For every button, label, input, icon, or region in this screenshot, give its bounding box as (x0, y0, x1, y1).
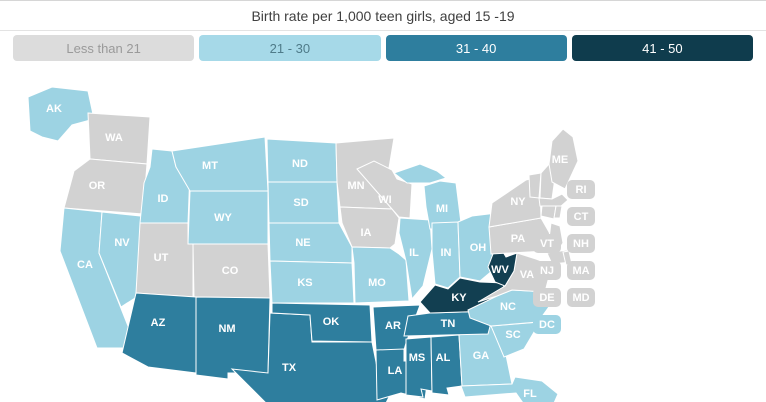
state-MA[interactable] (538, 193, 569, 208)
badge-RI[interactable]: RI (567, 180, 595, 199)
state-MO[interactable]: MO (351, 246, 410, 304)
badge-NJ[interactable]: NJ (533, 261, 561, 280)
state-AL[interactable]: AL (430, 334, 463, 396)
badge-NH[interactable]: NH (567, 234, 595, 253)
legend-item-41-50[interactable]: 41 - 50 (571, 35, 753, 61)
badge-MA[interactable]: MA (567, 261, 595, 280)
badge-CT[interactable]: CT (567, 207, 595, 226)
state-WY[interactable]: WY (187, 190, 269, 245)
chart-title: Birth rate per 1,000 teen girls, aged 15… (251, 7, 515, 24)
legend-item-21-30[interactable]: 21 - 30 (199, 35, 381, 61)
badge-MD[interactable]: MD (567, 288, 595, 307)
state-NM[interactable]: NM (195, 296, 271, 380)
state-RI[interactable] (553, 205, 563, 219)
state-VT[interactable] (528, 172, 542, 199)
state-IN[interactable]: IN (431, 221, 461, 289)
state-ND[interactable]: ND (266, 138, 338, 183)
state-CO[interactable]: CO (192, 243, 271, 299)
badge-VT[interactable]: VT (533, 234, 561, 253)
title-bar: Birth rate per 1,000 teen girls, aged 15… (0, 1, 766, 31)
state-AK[interactable]: AK (27, 86, 95, 142)
state-MI[interactable]: MI (392, 163, 462, 230)
badge-DC[interactable]: DC (533, 315, 561, 334)
state-MS[interactable]: MS (405, 336, 433, 398)
state-KS[interactable]: KS (269, 260, 355, 304)
legend-item-less-than-21[interactable]: Less than 21 (13, 35, 195, 61)
badge-DE[interactable]: DE (533, 288, 561, 307)
state-MT[interactable]: MT (171, 136, 269, 192)
legend-item-31-40[interactable]: 31 - 40 (385, 35, 567, 61)
state-NE[interactable]: NE (268, 222, 353, 264)
state-UT[interactable]: UT (135, 222, 194, 298)
state-WA[interactable]: WA (87, 112, 151, 165)
state-SD[interactable]: SD (267, 181, 340, 224)
legend: Less than 21 21 - 30 31 - 40 41 - 50 (13, 35, 753, 61)
state-OR[interactable]: OR (63, 158, 148, 215)
state-CT[interactable] (540, 205, 557, 220)
state-AZ[interactable]: AZ (121, 292, 197, 374)
